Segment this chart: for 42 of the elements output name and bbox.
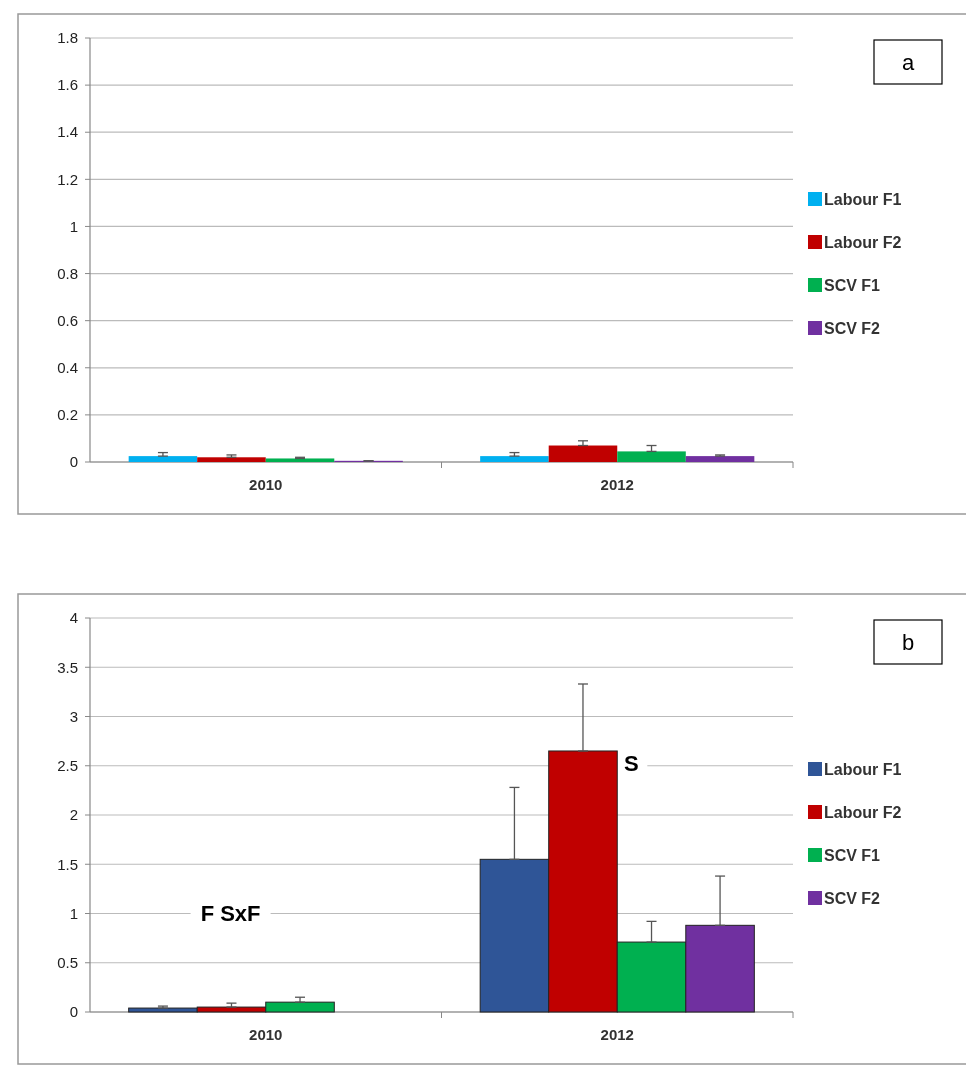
- y-tick-label: 2: [69, 806, 78, 824]
- y-tick-label: 0.6: [57, 311, 78, 329]
- y-tick-label: 0: [69, 1003, 78, 1021]
- bar: [480, 456, 549, 462]
- y-tick-label: 1.2: [57, 170, 78, 188]
- legend-label: SCV F2: [824, 319, 881, 337]
- text: a: [901, 49, 915, 75]
- x-tick-label: 2012: [600, 476, 634, 493]
- y-tick-label: 0.4: [57, 359, 78, 377]
- bar: [617, 451, 686, 462]
- bar: [265, 458, 335, 462]
- legend-label: Labour F1: [824, 190, 902, 208]
- bar: [685, 456, 755, 462]
- legend-label: SCV F2: [824, 889, 881, 907]
- annotation: F SxF: [200, 901, 261, 927]
- y-tick-label: 1.6: [57, 76, 78, 94]
- text: b: [901, 629, 915, 655]
- y-tick-label: 3.5: [57, 658, 78, 676]
- bar: [197, 457, 266, 462]
- y-tick-label: 2.5: [57, 757, 78, 774]
- y-tick-label: 1.4: [57, 123, 78, 141]
- annotation: S: [623, 751, 639, 777]
- y-tick-label: 1: [69, 217, 78, 235]
- legend-label: Labour F2: [824, 233, 902, 251]
- y-tick-label: 1: [69, 904, 78, 922]
- x-tick-label: 2012: [600, 1026, 634, 1043]
- y-tick-label: 0.8: [57, 264, 78, 282]
- x-tick-label: 2010: [249, 1026, 283, 1043]
- legend-label: SCV F1: [824, 276, 881, 294]
- y-tick-label: 1.8: [57, 29, 78, 47]
- legend-label: SCV F1: [824, 846, 881, 864]
- y-tick-label: 4: [69, 609, 78, 627]
- y-tick-label: 1.5: [57, 855, 78, 873]
- bar: [128, 456, 198, 462]
- y-tick-label: 0.5: [57, 954, 78, 971]
- y-tick-label: 3: [69, 707, 78, 725]
- x-tick-label: 2010: [249, 476, 283, 493]
- legend-label: Labour F1: [824, 760, 902, 778]
- y-tick-label: 0.2: [57, 406, 78, 424]
- bar: [548, 445, 618, 462]
- y-tick-label: 0: [69, 453, 78, 471]
- legend-label: Labour F2: [824, 803, 902, 821]
